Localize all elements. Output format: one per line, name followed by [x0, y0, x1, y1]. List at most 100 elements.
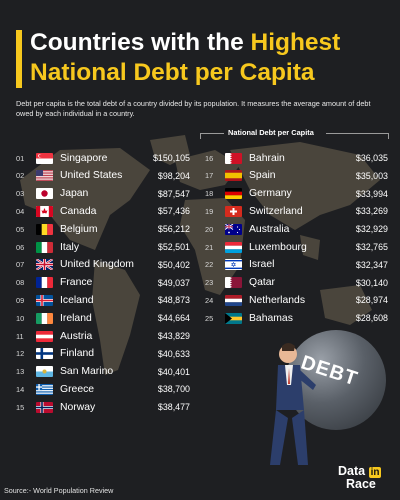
country-name: Netherlands	[249, 294, 306, 306]
flag-icon-no	[36, 401, 53, 413]
debt-value: $44,664	[157, 313, 190, 324]
debt-value: $57,436	[157, 206, 190, 217]
table-row: 10 Ireland $44,664	[16, 310, 190, 326]
table-row: 24 Netherlands $28,974	[205, 292, 388, 308]
table-row: 18 Germany $33,994	[205, 186, 388, 202]
country-name: Bahamas	[249, 312, 293, 324]
man-pushing-illustration	[270, 343, 316, 465]
flag-icon-de	[225, 188, 242, 200]
title-accent-bar	[16, 30, 22, 88]
debt-value: $43,829	[157, 331, 190, 341]
country-name: Greece	[60, 383, 95, 395]
flag-icon-sm	[36, 366, 53, 378]
country-name: Japan	[60, 188, 89, 200]
debt-value: $32,347	[355, 259, 388, 270]
flag-icon-at	[36, 330, 53, 342]
table-row: 16 Bahrain $36,035	[205, 150, 388, 166]
debt-value: $30,140	[355, 277, 388, 288]
country-name: Germany	[249, 188, 292, 200]
rank-number: 21	[205, 242, 214, 252]
debt-value: $49,037	[157, 277, 190, 288]
debt-value: $33,269	[355, 206, 388, 217]
country-name: Australia	[249, 223, 290, 235]
title-line1-white: Countries with the	[30, 29, 251, 56]
flag-icon-il	[225, 259, 242, 271]
flag-icon-bs	[225, 312, 242, 324]
rank-number: 14	[16, 384, 25, 394]
rank-number: 06	[16, 242, 25, 252]
logo-word-data: Data	[338, 464, 366, 478]
logo-word-in: in	[368, 467, 382, 478]
debt-value: $36,035	[355, 153, 388, 163]
country-name: Austria	[60, 330, 93, 342]
flag-icon-bh	[225, 152, 242, 164]
table-row: 05 Belgium $56,212	[16, 221, 190, 237]
brand-logo: Data in Race	[338, 461, 394, 495]
country-name: Norway	[60, 401, 96, 413]
logo-word-race: Race	[346, 477, 376, 491]
debt-value: $28,974	[355, 295, 388, 306]
table-row: 23 Qatar $30,140	[205, 275, 388, 291]
page-title: Countries with the Highest National Debt…	[30, 28, 340, 88]
country-name: Luxembourg	[249, 241, 307, 253]
table-row: 12 Finland $40,633	[16, 346, 190, 362]
flag-icon-sg	[36, 152, 53, 164]
table-row: 20 Australia $32,929	[205, 221, 388, 237]
debt-value: $32,929	[355, 224, 388, 235]
rank-number: 12	[16, 349, 25, 359]
flag-icon-gr	[36, 383, 53, 395]
flag-icon-gb	[36, 259, 53, 271]
rank-number: 24	[205, 295, 214, 305]
country-name: Iceland	[60, 294, 94, 306]
table-row: 21 Luxembourg $32,765	[205, 239, 388, 255]
debt-value: $56,212	[157, 224, 190, 235]
rank-number: 23	[205, 278, 214, 288]
country-name: Switzerland	[249, 205, 303, 217]
debt-value: $40,633	[157, 348, 190, 359]
rank-number: 09	[16, 295, 25, 305]
rank-number: 04	[16, 206, 25, 216]
debt-value: $32,765	[355, 242, 388, 252]
flag-icon-au	[225, 223, 242, 235]
table-row: 04 Canada $57,436	[16, 203, 190, 219]
rank-number: 15	[16, 402, 25, 412]
flag-icon-fr	[36, 277, 53, 289]
country-name: United States	[60, 170, 123, 182]
rank-number: 08	[16, 278, 25, 288]
rank-number: 18	[205, 189, 214, 199]
table-row: 02 United States $98,204	[16, 168, 190, 184]
flag-icon-ch	[225, 205, 242, 217]
rank-number: 16	[205, 153, 214, 163]
debt-value: $38,477	[157, 402, 190, 413]
rank-number: 13	[16, 367, 25, 377]
country-name: Israel	[249, 259, 275, 271]
debt-value: $33,994	[355, 188, 388, 199]
debt-value: $28,608	[355, 313, 388, 324]
debt-value: $40,401	[157, 366, 190, 377]
country-name: Ireland	[60, 312, 92, 324]
description: Debt per capita is the total debt of a c…	[16, 99, 371, 118]
header-bracket-right	[326, 133, 388, 134]
country-name: Finland	[60, 348, 95, 360]
table-row: 01 Singapore $150,105	[16, 150, 190, 166]
flag-icon-is	[36, 294, 53, 306]
flag-icon-jp	[36, 188, 53, 200]
country-name: Belgium	[60, 223, 98, 235]
flag-icon-qa	[225, 277, 242, 289]
debt-value: $150,105	[152, 153, 190, 163]
debt-value: $87,547	[157, 188, 190, 199]
rank-number: 19	[205, 206, 214, 216]
table-row: 07 United Kingdom $50,402	[16, 257, 190, 273]
country-name: San Marino	[60, 366, 114, 378]
rank-number: 11	[16, 331, 24, 341]
flag-icon-ie	[36, 312, 53, 324]
country-name: Italy	[60, 241, 80, 253]
table-row: 09 Iceland $48,873	[16, 292, 190, 308]
country-name: Canada	[60, 205, 97, 217]
header-bracket-tick-right	[388, 133, 389, 139]
debt-value: $50,402	[157, 259, 190, 270]
table-row: 15 Norway $38,477	[16, 399, 190, 415]
flag-icon-us	[36, 170, 53, 182]
debt-value: $48,873	[157, 295, 190, 306]
table-row: 17 Spain $35,003	[205, 168, 388, 184]
